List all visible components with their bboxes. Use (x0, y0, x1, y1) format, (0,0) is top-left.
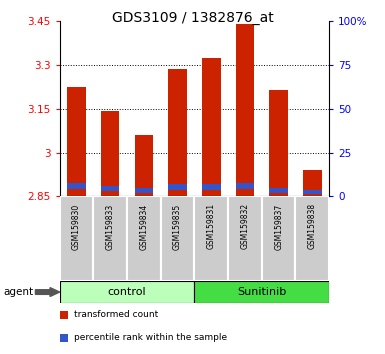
Bar (236, 183, 254, 189)
Bar (270, 188, 288, 193)
Bar (60, 281, 194, 303)
Text: GSM159831: GSM159831 (207, 203, 216, 249)
Bar (93, 196, 127, 281)
Bar (161, 196, 194, 281)
Bar (67, 183, 86, 189)
Bar (194, 196, 228, 281)
Bar (168, 184, 187, 190)
Bar (303, 170, 321, 196)
Bar (127, 196, 161, 281)
Bar (194, 281, 329, 303)
Text: GSM159834: GSM159834 (139, 203, 148, 250)
Bar (303, 190, 321, 194)
Bar (135, 188, 153, 193)
Text: percentile rank within the sample: percentile rank within the sample (74, 333, 227, 342)
Bar (101, 111, 119, 196)
Text: GSM159833: GSM159833 (106, 203, 115, 250)
Bar (202, 58, 221, 196)
Text: GDS3109 / 1382876_at: GDS3109 / 1382876_at (112, 11, 273, 25)
Text: GSM159838: GSM159838 (308, 203, 317, 249)
Bar (135, 135, 153, 196)
Text: GSM159832: GSM159832 (241, 203, 249, 249)
Bar (296, 196, 329, 281)
Text: agent: agent (4, 287, 34, 297)
Text: GSM159835: GSM159835 (173, 203, 182, 250)
Bar (60, 196, 93, 281)
Text: control: control (108, 287, 146, 297)
Bar (270, 90, 288, 196)
Text: GSM159837: GSM159837 (274, 203, 283, 250)
Text: GSM159830: GSM159830 (72, 203, 81, 250)
Bar (101, 186, 119, 191)
Bar (262, 196, 296, 281)
Bar (168, 69, 187, 196)
Bar (67, 87, 86, 196)
Text: transformed count: transformed count (74, 310, 158, 319)
Bar (202, 184, 221, 190)
Bar (228, 196, 262, 281)
Text: Sunitinib: Sunitinib (237, 287, 286, 297)
Bar (236, 24, 254, 196)
